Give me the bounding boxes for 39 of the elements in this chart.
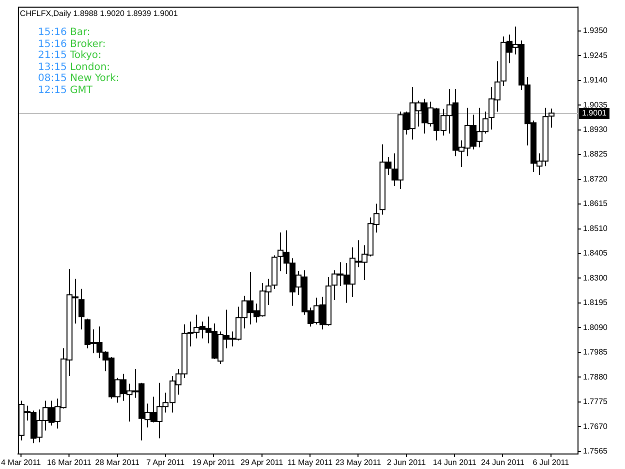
candlestick — [78, 288, 84, 330]
y-tick-label: 1.9245 — [583, 50, 608, 60]
x-tick-label: 24 Jun 2011 — [480, 458, 525, 468]
annotation: 12:15 GMT — [38, 84, 92, 96]
y-tick-label: 1.8090 — [583, 322, 608, 332]
x-tick-label: 29 Apr 2011 — [240, 458, 284, 468]
x-tick-label: 16 Mar 2011 — [46, 458, 92, 468]
y-tick-label: 1.8300 — [583, 273, 608, 282]
x-tick-label: 14 Jun 2011 — [432, 458, 477, 468]
y-tick-label: 1.7565 — [583, 446, 608, 456]
x-tick-label: 4 Mar 2011 — [1, 458, 42, 468]
x-tick-label: 23 May 2011 — [335, 458, 382, 468]
x-tick-label: 7 Apr 2011 — [146, 458, 186, 468]
y-tick-label: 1.9035 — [583, 100, 608, 110]
y-tick-label: 1.8510 — [583, 224, 608, 233]
y-tick-label: 1.7985 — [583, 348, 608, 357]
annotation: 13:15 London: — [38, 62, 110, 72]
y-tick-label: 1.8405 — [583, 248, 608, 258]
y-tick-label: 1.7670 — [583, 422, 608, 431]
y-tick-label: 1.7880 — [583, 372, 608, 382]
ref-line-label: 1.9001 — [582, 108, 608, 118]
x-tick-label: 19 Apr 2011 — [192, 458, 236, 468]
y-tick-label: 1.8195 — [583, 298, 608, 308]
annotation: 15:16 Bar: — [38, 27, 90, 38]
x-tick-label: 11 May 2011 — [287, 458, 334, 468]
x-tick-label: 6 Jul 2011 — [532, 458, 570, 468]
y-tick-label: 1.9350 — [583, 26, 608, 36]
y-tick-label: 1.8615 — [583, 199, 608, 208]
y-tick-label: 1.8930 — [583, 124, 608, 134]
y-tick-label: 1.9140 — [583, 76, 608, 85]
chart-title: CHFLFX,Daily 1.8988 1.9020 1.8939 1.9001 — [20, 9, 178, 18]
annotation: 08:15 New York: — [38, 73, 120, 84]
y-tick-label: 1.8720 — [583, 174, 608, 184]
y-tick-label: 1.8825 — [583, 150, 608, 159]
y-tick-label: 1.7775 — [583, 397, 608, 406]
x-tick-label: 2 Jun 2011 — [386, 458, 426, 468]
x-tick-label: 28 Mar 2011 — [95, 458, 140, 468]
annotation: 21:15 Tokyo: — [38, 50, 102, 61]
annotation: 15:16 Broker: — [38, 38, 106, 50]
